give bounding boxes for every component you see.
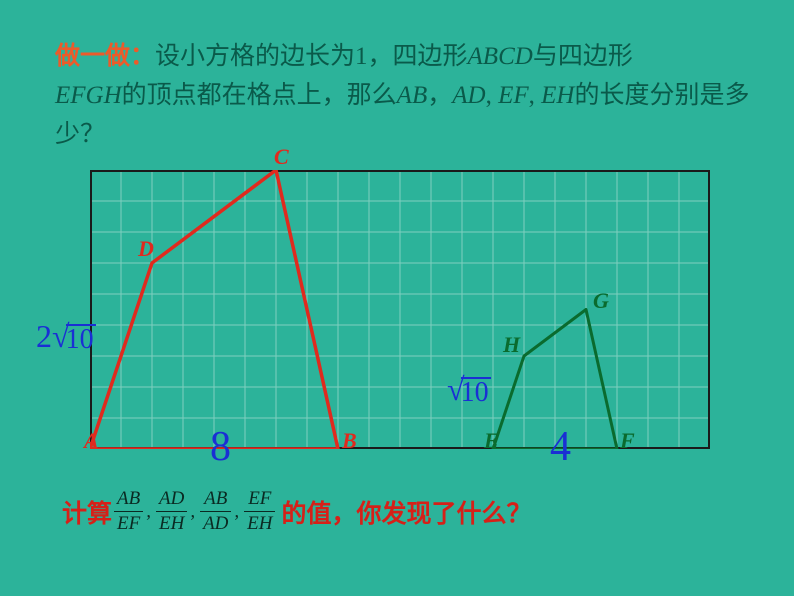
intro-ab: AB [397,82,428,109]
label-B: B [342,428,357,454]
calc-word2: 的值，你发现了什么？ [281,494,531,530]
value-ad: 2√10 [36,318,96,355]
label-C: C [274,144,289,170]
intro-text: 做一做：设小方格的边长为1，四边形ABCD与四边形 EFGH的顶点都在格点上，那么… [55,38,755,154]
calc-line: 计算 AB EF , AD EH , AB AD , EF EH 的值，你发现了… [62,488,531,535]
value-ab: 8 [210,423,231,471]
intro-eh: EH [541,82,574,109]
intro-t1: 设小方格的边长为1，四边形 [155,43,468,70]
frac-0: AB EF [114,488,143,535]
intro-efgh: EFGH [55,82,122,109]
label-E: E [484,428,499,454]
intro-lead: 做一做： [55,43,155,70]
label-G: G [593,288,609,314]
fractions: AB EF , AD EH , AB AD , EF EH [112,488,277,535]
diagram-area: C D A B G H E F 8 4 2√10 √10 [90,170,710,450]
grid-svg [90,170,710,449]
frac-2: AB AD [200,488,231,535]
intro-t2: 与四边形 [533,43,633,70]
frac-3: EF EH [244,488,275,535]
label-D: D [138,236,154,262]
calc-word1: 计算 [62,494,112,530]
intro-ad: AD [452,82,485,109]
ad-coef: 2 [36,318,52,355]
eh-radicand: 10 [461,377,491,407]
intro-t3: 的顶点都在格点上，那么 [122,82,397,109]
intro-abcd: ABCD [468,43,533,70]
value-ef: 4 [550,423,571,471]
ad-radicand: 10 [66,324,96,354]
label-A: A [84,428,99,454]
label-H: H [503,332,520,358]
intro-ef: EF [498,82,529,109]
frac-1: AD EH [156,488,187,535]
value-eh: √10 [447,373,491,406]
label-F: F [620,428,635,454]
